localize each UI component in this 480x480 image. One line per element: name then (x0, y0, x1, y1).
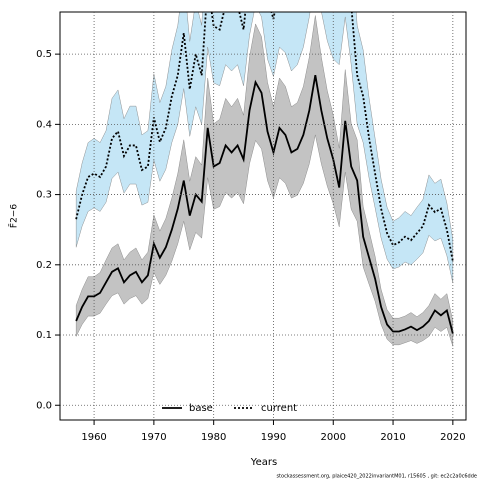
y-tick-label: 0.3 (36, 190, 52, 201)
confidence-band (75, 15, 454, 347)
x-tick-label: 2000 (321, 432, 346, 443)
x-tick-label: 2020 (440, 432, 465, 443)
y-axis-label: F̄2−6 (8, 204, 20, 228)
x-axis-label: Years (250, 457, 277, 468)
series-line (75, 75, 454, 334)
y-tick-label: 0.4 (36, 119, 52, 130)
plot-area (75, 12, 454, 347)
x-tick-label: 2010 (380, 432, 405, 443)
plot-frame (59, 11, 467, 421)
x-tick-label: 1960 (81, 432, 106, 443)
y-tick-label: 0.5 (36, 49, 52, 60)
y-tick-label: 0.1 (36, 330, 52, 341)
y-tick-label: 0.0 (36, 400, 52, 411)
legend-label: base (189, 403, 213, 414)
footer: stockassessment.org, plaice420_2022invar… (276, 474, 477, 480)
x-tick-label: 1990 (261, 432, 286, 443)
legend-label: current (261, 403, 297, 414)
y-tick-label: 0.2 (36, 260, 52, 271)
x-tick-label: 1980 (201, 432, 226, 443)
x-tick-label: 1970 (141, 432, 166, 443)
